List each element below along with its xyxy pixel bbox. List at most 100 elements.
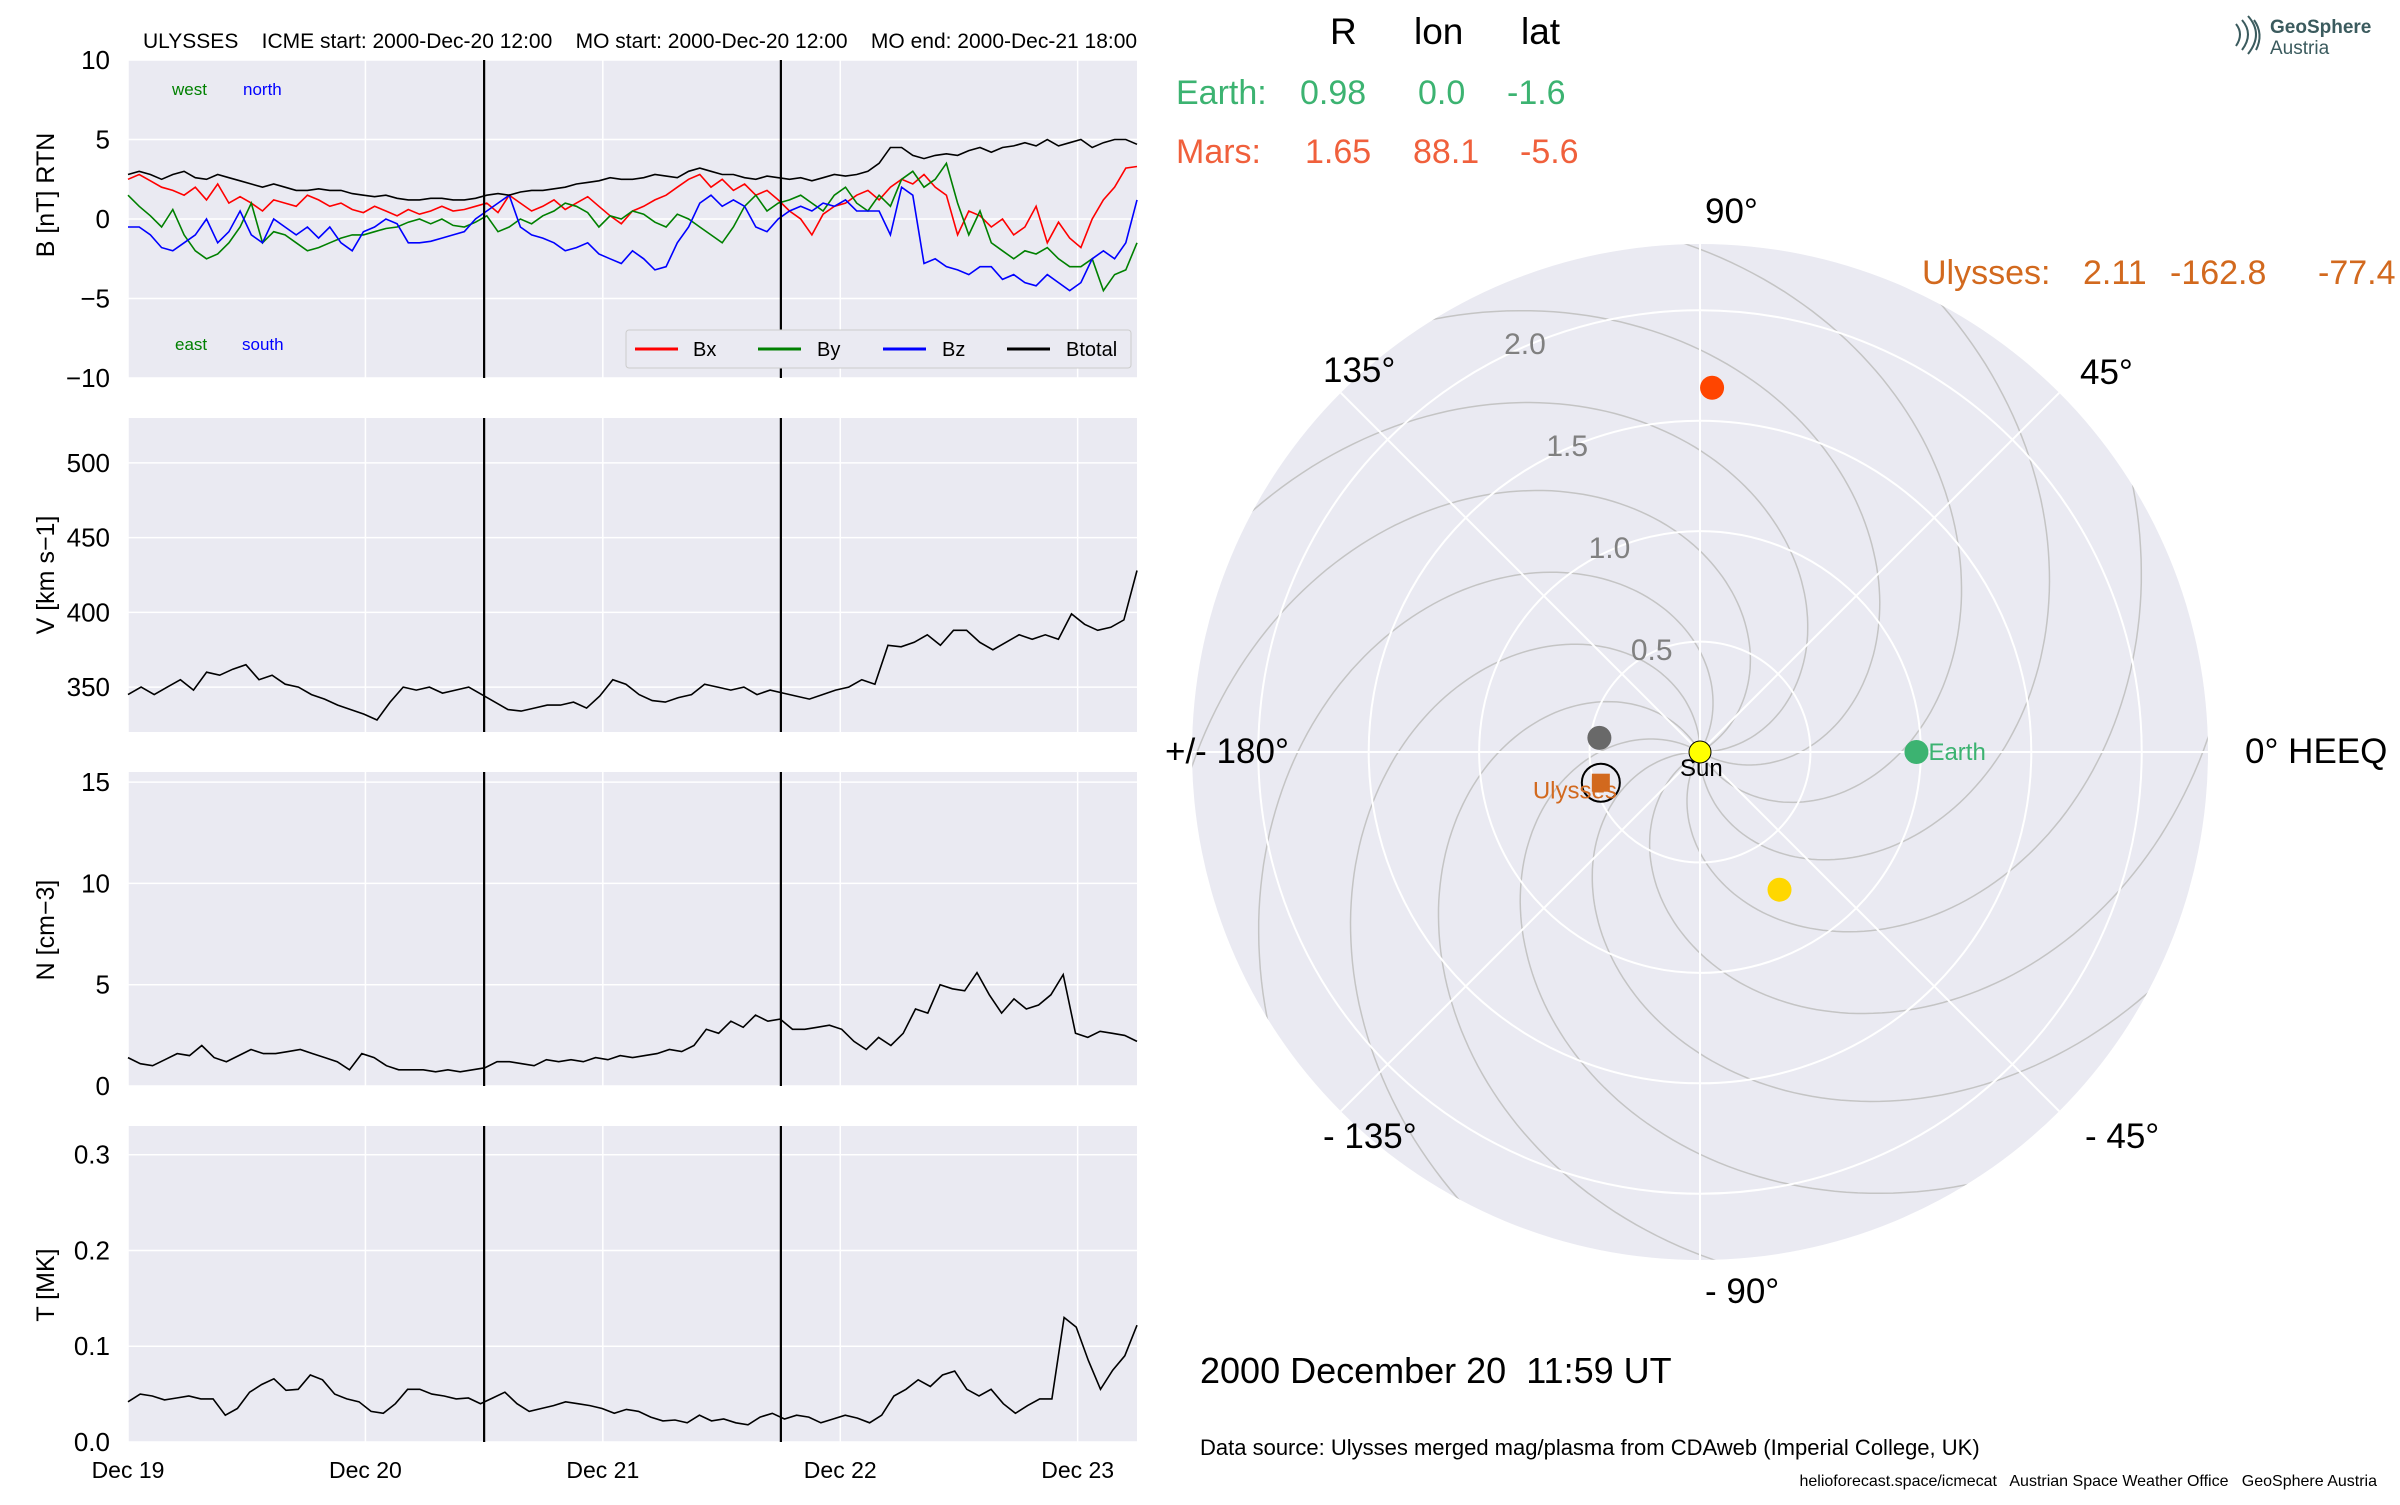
spiral-line xyxy=(1257,571,1714,1154)
y-tick-label: 400 xyxy=(67,597,110,627)
y-tick-label: 0.2 xyxy=(74,1235,110,1265)
series-line-v xyxy=(127,570,1138,721)
y-tick-label: 450 xyxy=(67,523,110,553)
legend-box xyxy=(625,329,1132,369)
object-5-marker xyxy=(1767,877,1792,902)
spiral-line xyxy=(1192,401,1809,753)
y-tick-label: 10 xyxy=(81,868,110,898)
mars-label: Mars: xyxy=(1176,133,1261,171)
y-tick-label: 0 xyxy=(96,204,110,234)
ulysses-label: Ulysses: xyxy=(1922,254,2050,292)
y-tick-label: 10 xyxy=(81,45,110,75)
earth-r: 0.98 xyxy=(1300,74,1366,112)
y-axis-label: V [km s−1] xyxy=(32,516,60,635)
logo-line2: Austria xyxy=(2270,38,2330,59)
earth-lat: -1.6 xyxy=(1507,74,1566,112)
timeseries-panels: 10 5 0 −5 −10 B [nT] RTN 500 450 400 350 V [km s−1… xyxy=(32,45,1138,1483)
y-tick-label: 15 xyxy=(81,767,110,797)
polar-grid-spoke xyxy=(1340,392,1701,753)
r-tick-label: 2.0 xyxy=(1504,328,1546,361)
label-east: east xyxy=(175,335,207,354)
data-source: Data source: Ulysses merged mag/plasma f… xyxy=(1200,1435,1980,1460)
ulysses-lat: -77.4 xyxy=(2318,254,2396,292)
legend-btotal-label: Btotal xyxy=(1066,339,1117,361)
logo-line1: GeoSphere xyxy=(2270,17,2371,38)
spiral-line xyxy=(1699,244,2051,861)
ulysses-r: 2.11 xyxy=(2083,254,2147,292)
y-tick-label: 5 xyxy=(96,970,110,1000)
geosphere-logo: GeoSphere Austria xyxy=(2235,15,2371,59)
legend-by-label: By xyxy=(817,339,840,361)
y-tick-label: 0.1 xyxy=(74,1331,110,1361)
label-north: north xyxy=(243,80,282,99)
polar-grid-spoke xyxy=(1340,751,1701,1112)
y-tick-label: 0.3 xyxy=(74,1140,110,1170)
r-tick-label: 1.5 xyxy=(1546,430,1588,463)
angle-label: 0° HEEQ xyxy=(2245,732,2387,771)
x-tick-label: Dec 22 xyxy=(804,1457,877,1483)
x-tick-label: Dec 20 xyxy=(329,1457,402,1483)
polar-grid-spoke xyxy=(1699,392,2060,753)
sun-marker xyxy=(1688,740,1712,764)
panel-background xyxy=(128,418,1137,732)
legend: Bx By Bz Btotal xyxy=(625,329,1132,369)
legend-bz-label: Bz xyxy=(942,339,965,361)
series-line-btotal xyxy=(127,138,1138,201)
series-line-t xyxy=(127,1316,1138,1426)
earth-point-label: Earth xyxy=(1928,739,1985,766)
x-tick-label: Dec 19 xyxy=(92,1457,165,1483)
y-tick-label: 350 xyxy=(67,672,110,702)
y-axis-label: T [MK] xyxy=(32,1248,60,1321)
logo-mark-icon xyxy=(2235,15,2261,55)
series-line-by xyxy=(127,161,1138,293)
mars-r: 1.65 xyxy=(1305,133,1371,171)
x-tick-label: Dec 23 xyxy=(1041,1457,1114,1483)
ulysses-marker xyxy=(1591,773,1610,792)
y-tick-label: −10 xyxy=(66,363,110,393)
earth-lon: 0.0 xyxy=(1418,74,1465,112)
position-table: R lon lat Earth: 0.98 0.0 -1.6 Mars: 1.6… xyxy=(1176,11,2396,292)
spiral-line xyxy=(1686,350,2143,933)
header-title: ULYSSES ICME start: 2000-Dec-20 12:00 MO… xyxy=(143,30,1137,53)
y-tick-label: 5 xyxy=(96,125,110,155)
polar-grid-spoke xyxy=(1699,751,2060,1112)
spiral-line xyxy=(1591,751,2208,1103)
earth-label: Earth: xyxy=(1176,74,1267,112)
angle-label: 90° xyxy=(1705,192,1758,231)
label-west: west xyxy=(171,80,207,99)
earth-marker xyxy=(1904,740,1929,764)
sun-point-label: Sun xyxy=(1680,755,1723,782)
panel-1: 10 5 0 −5 −10 B [nT] RTN xyxy=(32,45,1138,393)
date-label: 2000 December 20 11:59 UT xyxy=(1200,1350,1672,1391)
mars-marker xyxy=(1700,375,1725,400)
ulysses-ring xyxy=(1580,762,1621,803)
ulysses-lon: -162.8 xyxy=(2170,254,2266,292)
angle-label: - 45° xyxy=(2085,1117,2159,1156)
col-header-lon: lon xyxy=(1414,11,1463,52)
panel-background xyxy=(128,772,1137,1086)
mars-lat: -5.6 xyxy=(1520,133,1579,171)
r-tick-label: 1.0 xyxy=(1589,532,1631,565)
col-header-lat: lat xyxy=(1521,11,1561,52)
ulysses-point-label: Ulysses xyxy=(1533,778,1617,805)
col-header-r: R xyxy=(1330,11,1357,52)
panel-background xyxy=(128,1126,1137,1442)
angle-label: - 135° xyxy=(1323,1117,1417,1156)
mars-lon: 88.1 xyxy=(1413,133,1479,171)
series-line-bz xyxy=(128,185,1138,292)
angle-label: - 90° xyxy=(1705,1272,1779,1311)
polar-plot: 0.5 1.0 1.5 2.0 0° HEEQ 45° 90° 135° +/- 180° - 1… xyxy=(1165,192,2387,1311)
r-tick-label: 0.5 xyxy=(1631,634,1673,667)
panel-3: 15 10 5 0 N [cm−3] xyxy=(32,767,1138,1101)
object-4-marker xyxy=(1587,725,1612,750)
angle-label: 135° xyxy=(1323,351,1395,390)
spiral-line xyxy=(1349,643,1701,1260)
y-tick-label: 0 xyxy=(96,1071,110,1101)
series-line-n xyxy=(127,971,1138,1073)
spiral-line xyxy=(1437,700,1854,1260)
y-tick-label: 500 xyxy=(67,448,110,478)
panel-2: 500 450 400 350 V [km s−1] xyxy=(32,418,1138,732)
spiral-line xyxy=(1519,738,2102,1195)
y-axis-label: N [cm−3] xyxy=(32,880,60,981)
